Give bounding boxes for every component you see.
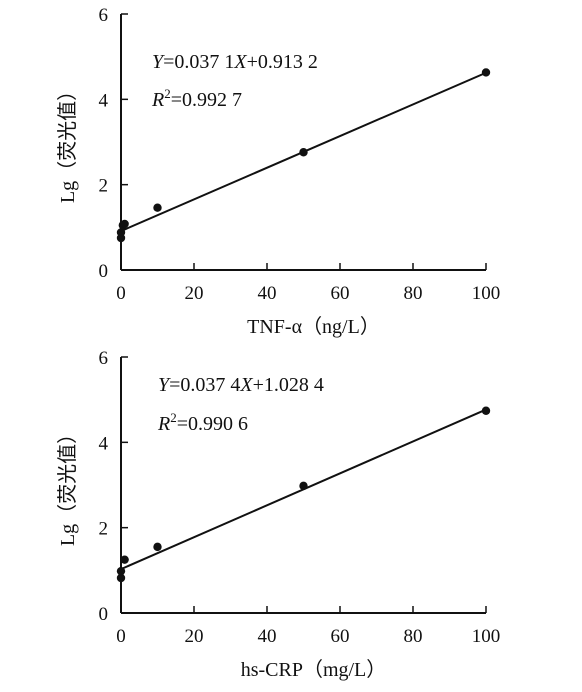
- x-tick-label: 100: [472, 283, 501, 304]
- r-symbol: R: [157, 413, 170, 435]
- equation-x-symbol: X: [233, 51, 247, 73]
- y-tick-label: 6: [99, 5, 109, 26]
- equation-slope: =0.037 1: [163, 51, 234, 73]
- x-tick-label: 20: [185, 283, 204, 304]
- data-point: [481, 68, 491, 77]
- x-tick-label: 40: [258, 626, 277, 647]
- data-point: [299, 148, 308, 157]
- x-tick-label: 0: [116, 626, 126, 647]
- y-tick-label: 0: [99, 261, 109, 282]
- r-superscript: 2: [170, 410, 177, 425]
- x-tick-label: 80: [404, 283, 423, 304]
- x-tick-label: 80: [404, 626, 423, 647]
- y-axis-title: Lg（荧光值）: [56, 81, 79, 203]
- r-squared: R2=0.992 7: [151, 86, 242, 111]
- y-tick-label: 2: [99, 519, 109, 540]
- r-squared: R2=0.990 6: [157, 410, 248, 435]
- y-axis-title: Lg（荧光值）: [56, 424, 79, 546]
- data-point: [481, 406, 491, 415]
- data-point: [116, 573, 126, 583]
- data-point: [116, 566, 126, 576]
- data-point: [120, 555, 129, 564]
- x-axis-title: TNF-α（ng/L）: [247, 315, 380, 338]
- equation-y-symbol: Y: [158, 374, 171, 396]
- regression-equation: Y=0.037 1X+0.913 2: [152, 51, 318, 73]
- y-tick-label: 2: [99, 176, 109, 197]
- x-tick-label: 20: [185, 626, 204, 647]
- data-point: [120, 219, 129, 229]
- data-point: [153, 203, 162, 212]
- x-tick-label: 60: [331, 626, 350, 647]
- equation-x-symbol: X: [239, 374, 253, 396]
- x-tick-label: 100: [472, 626, 501, 647]
- equation-y-symbol: Y: [152, 51, 165, 73]
- equation-intercept: +1.028 4: [253, 374, 324, 396]
- equation-slope: =0.037 4: [169, 374, 240, 396]
- x-tick-label: 0: [116, 283, 126, 304]
- r-superscript: 2: [164, 86, 171, 101]
- x-tick-label: 60: [331, 283, 350, 304]
- r-symbol: R: [151, 89, 164, 111]
- y-tick-label: 4: [99, 433, 109, 454]
- equation-intercept: +0.913 2: [247, 51, 318, 73]
- y-tick-label: 6: [99, 348, 109, 369]
- y-tick-label: 4: [99, 90, 109, 111]
- data-point: [116, 228, 126, 237]
- r-squared-value: =0.990 6: [177, 413, 248, 435]
- r-squared-value: =0.992 7: [171, 89, 242, 111]
- y-tick-label: 0: [99, 604, 109, 625]
- x-tick-label: 40: [258, 283, 277, 304]
- data-point: [299, 481, 308, 491]
- regression-equation: Y=0.037 4X+1.028 4: [158, 374, 324, 396]
- data-point: [153, 542, 162, 552]
- x-axis-title: hs-CRP（mg/L）: [241, 658, 387, 681]
